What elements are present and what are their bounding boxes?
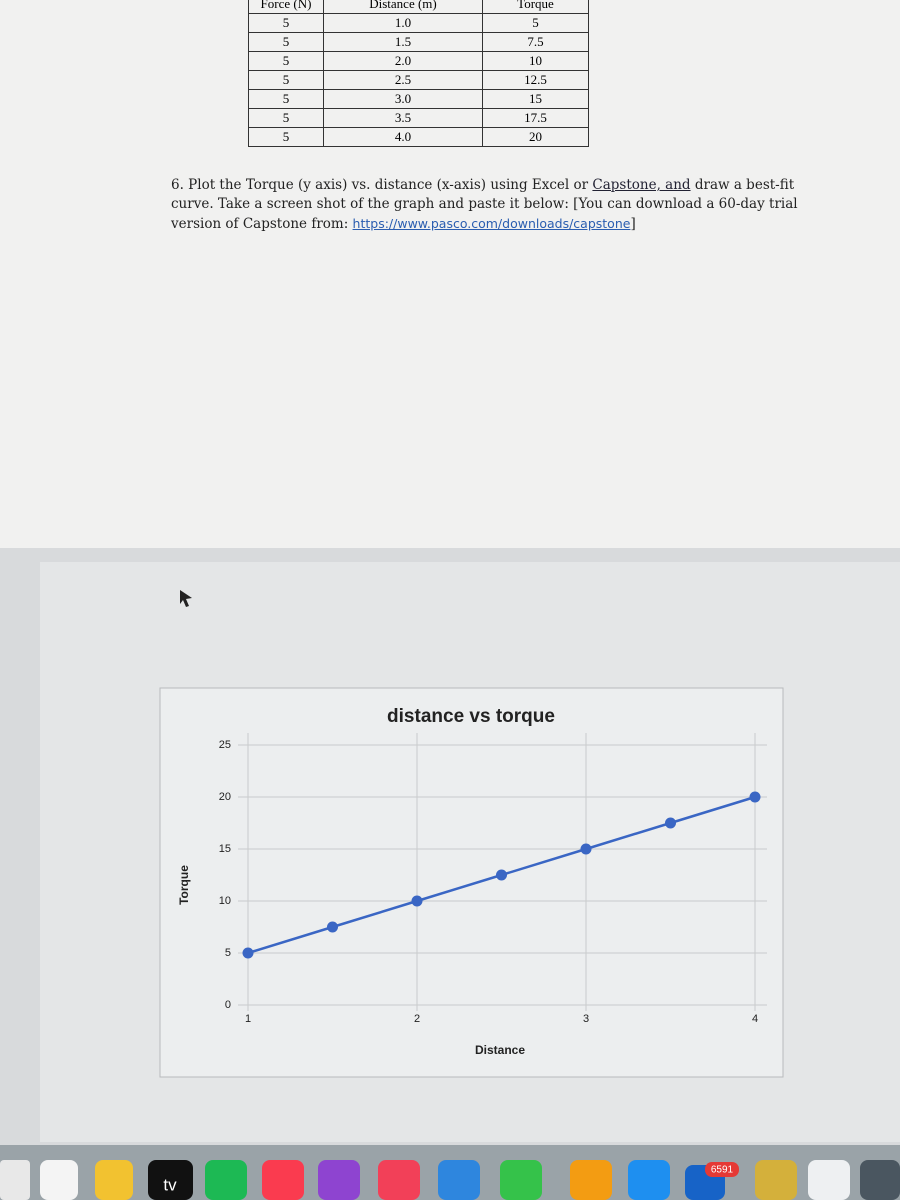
url-link[interactable]: https://www.pasco.com/downloads/capstone: [352, 216, 631, 231]
question: 6. Plot the Torque (y axis) vs. distance…: [171, 176, 811, 234]
dock-icon[interactable]: [755, 1160, 797, 1200]
data-point: [749, 791, 761, 803]
table-cell: 2.5: [323, 70, 483, 90]
badge: [705, 1162, 739, 1177]
dock-icon[interactable]: [628, 1160, 670, 1200]
table-header: Force (N) Distance (m) Torque: [248, 0, 589, 14]
dock-icon[interactable]: [262, 1160, 304, 1200]
cursor: [180, 590, 192, 607]
data-point: [496, 869, 507, 881]
data-point: [242, 947, 254, 959]
x-axis-label: Distance: [475, 1043, 525, 1057]
data-point: [411, 895, 423, 907]
data-point: [665, 817, 676, 829]
table-row: 5 1.0 5: [248, 13, 589, 33]
x-tick-label: 1: [245, 1013, 251, 1025]
y-tick-label: 0: [225, 999, 231, 1011]
dock-label: tv: [163, 1175, 177, 1194]
dock-icon[interactable]: [500, 1160, 542, 1200]
dock-icon[interactable]: [40, 1160, 78, 1200]
document: Force (N) Distance (m) Torque 5 1.0 5 5 1.5 7.5…: [0, 0, 900, 548]
table-row: 5 2.5 12.5: [248, 70, 589, 90]
dock-icon[interactable]: [570, 1160, 612, 1200]
data-point: [580, 843, 592, 855]
dock-icon[interactable]: [438, 1160, 480, 1200]
question-text: 6. Plot the Torque (y axis) vs. distance…: [171, 177, 593, 193]
table-row: 5 1.5 7.5: [248, 32, 589, 52]
question-text: ]: [630, 216, 636, 232]
table-cell: 12.5: [482, 70, 589, 90]
y-tick-label: 15: [219, 843, 231, 855]
x-tick-label: 4: [752, 1013, 758, 1025]
table-cell: 20: [482, 127, 589, 147]
y-axis-label: Torque: [177, 865, 191, 905]
question-text: draw a best-fit curve. Take a screen sho…: [171, 177, 798, 232]
dock-icon[interactable]: [205, 1160, 247, 1200]
data-table: Force (N) Distance (m) Torque 5 1.0 5 5 1.5 7.5…: [248, 0, 589, 147]
plot-frame: [159, 687, 784, 1078]
dock-icon[interactable]: [318, 1160, 360, 1200]
table-body: 5 1.0 5 5 1.5 7.5 5 2.0 10 5 2.5 12.5 5 3.0 15 5 3.5 17.5…: [248, 13, 589, 147]
y-tick-label: 10: [219, 895, 231, 907]
data-point: [327, 921, 338, 933]
x-tick-label: 2: [414, 1013, 420, 1025]
table-cell: 4.0: [323, 127, 483, 147]
y-tick-label: 25: [219, 739, 231, 751]
y-tick-label: 5: [225, 947, 231, 959]
dock-icon[interactable]: [95, 1160, 133, 1200]
badge-count: 6591: [711, 1165, 734, 1176]
dock-icon[interactable]: [860, 1160, 900, 1200]
chart-title: distance vs torque: [387, 706, 555, 727]
dock-icon[interactable]: [148, 1160, 193, 1200]
x-tick-label: 3: [583, 1013, 589, 1025]
table-row: 5 4.0 20: [248, 127, 589, 147]
table-row: 5 3.5 17.5: [248, 108, 589, 128]
y-tick-label: 20: [219, 791, 231, 803]
link-text[interactable]: Capstone, and: [592, 177, 691, 193]
dock-icon[interactable]: [378, 1160, 420, 1200]
dock-icon[interactable]: [808, 1160, 850, 1200]
dock-icon[interactable]: [0, 1160, 30, 1200]
